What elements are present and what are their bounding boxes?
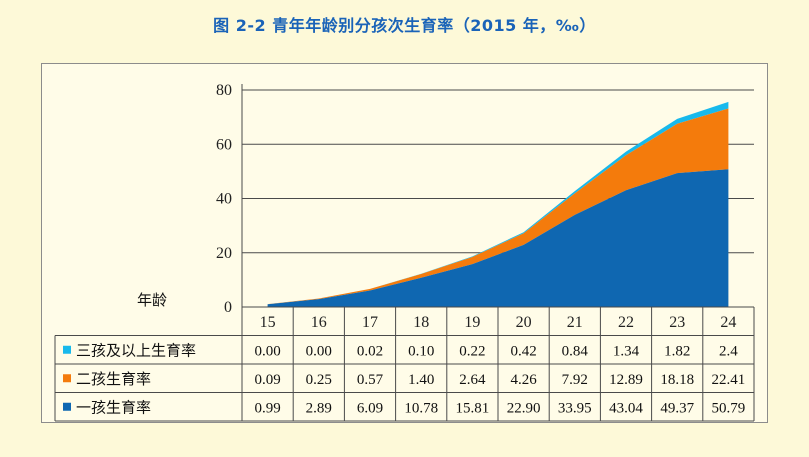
chart-frame: 0 20 40 60 80 15 16 17 18 19 20 21 22 23 24 年龄三孩及以上生育率… [41, 63, 768, 423]
y-tick-label: 80 [216, 82, 232, 99]
table-cell: 0.10 [408, 344, 434, 360]
table-cell: 4.26 [510, 372, 537, 388]
x-tick-label: 23 [669, 314, 685, 331]
area-layer [267, 101, 729, 307]
x-axis-title: 年龄 [137, 291, 167, 309]
table-cell: 7.92 [562, 372, 588, 388]
table-cell: 6.09 [357, 401, 383, 417]
table-cell: 50.79 [712, 401, 746, 417]
table-cell: 49.37 [660, 401, 694, 417]
x-tick-label: 24 [720, 314, 736, 331]
y-tick-label: 0 [224, 299, 232, 316]
table-cell: 0.00 [254, 344, 280, 360]
x-tick-label: 19 [464, 314, 480, 331]
y-tick-label: 20 [216, 245, 232, 262]
table-cell: 1.40 [408, 372, 434, 388]
table-cell: 0.99 [254, 401, 280, 417]
table-cell: 0.84 [562, 344, 589, 360]
legend-swatch [63, 402, 71, 411]
legend-label: 二孩生育率 [76, 370, 151, 388]
table-cell: 15.81 [456, 401, 490, 417]
chart-svg: 0 20 40 60 80 15 16 17 18 19 20 21 22 23 24 年龄三孩及以上生育率… [54, 82, 755, 422]
table-cell: 0.02 [357, 344, 383, 360]
x-tick-label: 20 [516, 314, 532, 331]
x-tick-label: 16 [311, 314, 327, 331]
table-cell: 2.64 [459, 372, 486, 388]
area-series [267, 101, 729, 305]
table-cell: 1.34 [613, 344, 640, 360]
area-series [267, 108, 729, 305]
legend-swatch [63, 345, 71, 354]
table-cell: 0.25 [306, 372, 332, 388]
table-cell: 1.82 [664, 344, 690, 360]
table-cell: 0.00 [306, 344, 332, 360]
area-series [267, 169, 729, 307]
x-tick-label: 15 [260, 314, 276, 331]
table-cell: 10.78 [404, 401, 438, 417]
table-cell: 0.22 [459, 344, 485, 360]
x-tick-label: 22 [618, 314, 634, 331]
table-cell: 0.09 [254, 372, 280, 388]
legend-swatch [63, 374, 71, 383]
table-cell: 18.18 [660, 372, 694, 388]
table-cell: 12.89 [609, 372, 643, 388]
table-cell: 0.57 [357, 372, 384, 388]
table-cell: 22.90 [507, 401, 541, 417]
y-tick-label: 60 [216, 136, 232, 153]
table-cell: 33.95 [558, 401, 592, 417]
chart-title: 图 2-2 青年年龄别分孩次生育率（2015 年，‰） [213, 16, 596, 35]
legend-label: 一孩生育率 [76, 399, 151, 417]
legend-label: 三孩及以上生育率 [76, 342, 196, 360]
table-cell: 0.42 [510, 344, 536, 360]
y-tick-label: 40 [216, 191, 232, 208]
x-tick-label: 21 [567, 314, 583, 331]
table-cell: 22.41 [712, 372, 746, 388]
x-tick-label: 17 [362, 314, 378, 331]
table-cell: 2.89 [306, 401, 332, 417]
table-cell: 43.04 [609, 401, 643, 417]
x-tick-label: 18 [413, 314, 429, 331]
table-cell: 2.4 [719, 344, 738, 360]
